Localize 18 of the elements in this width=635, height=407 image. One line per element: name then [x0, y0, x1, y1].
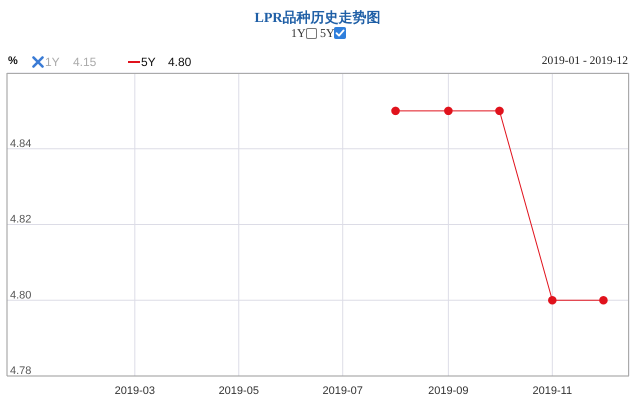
x-tick-label: 2019-09 — [428, 385, 469, 397]
y-tick-label: 4.84 — [10, 138, 32, 150]
x-tick-label: 2019-03 — [114, 385, 155, 397]
chart-title: LPR品种历史走势图 — [254, 9, 382, 27]
y-tick-label: 4.78 — [10, 365, 32, 377]
text: 2019-01 - 2019-12 — [542, 55, 628, 67]
y-axis-title: % — [8, 55, 18, 67]
legend-label: 5Y — [141, 55, 156, 69]
x-tick-label: 2019-07 — [322, 385, 363, 397]
x-tick-label: 2019-11 — [532, 385, 572, 397]
y-tick-label: 4.80 — [10, 289, 32, 302]
x-tick-label: 2019-05 — [218, 385, 259, 397]
text: 5Y — [320, 26, 335, 41]
text: 1Y — [45, 55, 60, 69]
y-tick-label: 4.82 — [10, 214, 32, 226]
text: 4.15 — [73, 55, 96, 69]
text: 4.80 — [168, 55, 192, 69]
text: 1Y — [291, 26, 306, 41]
